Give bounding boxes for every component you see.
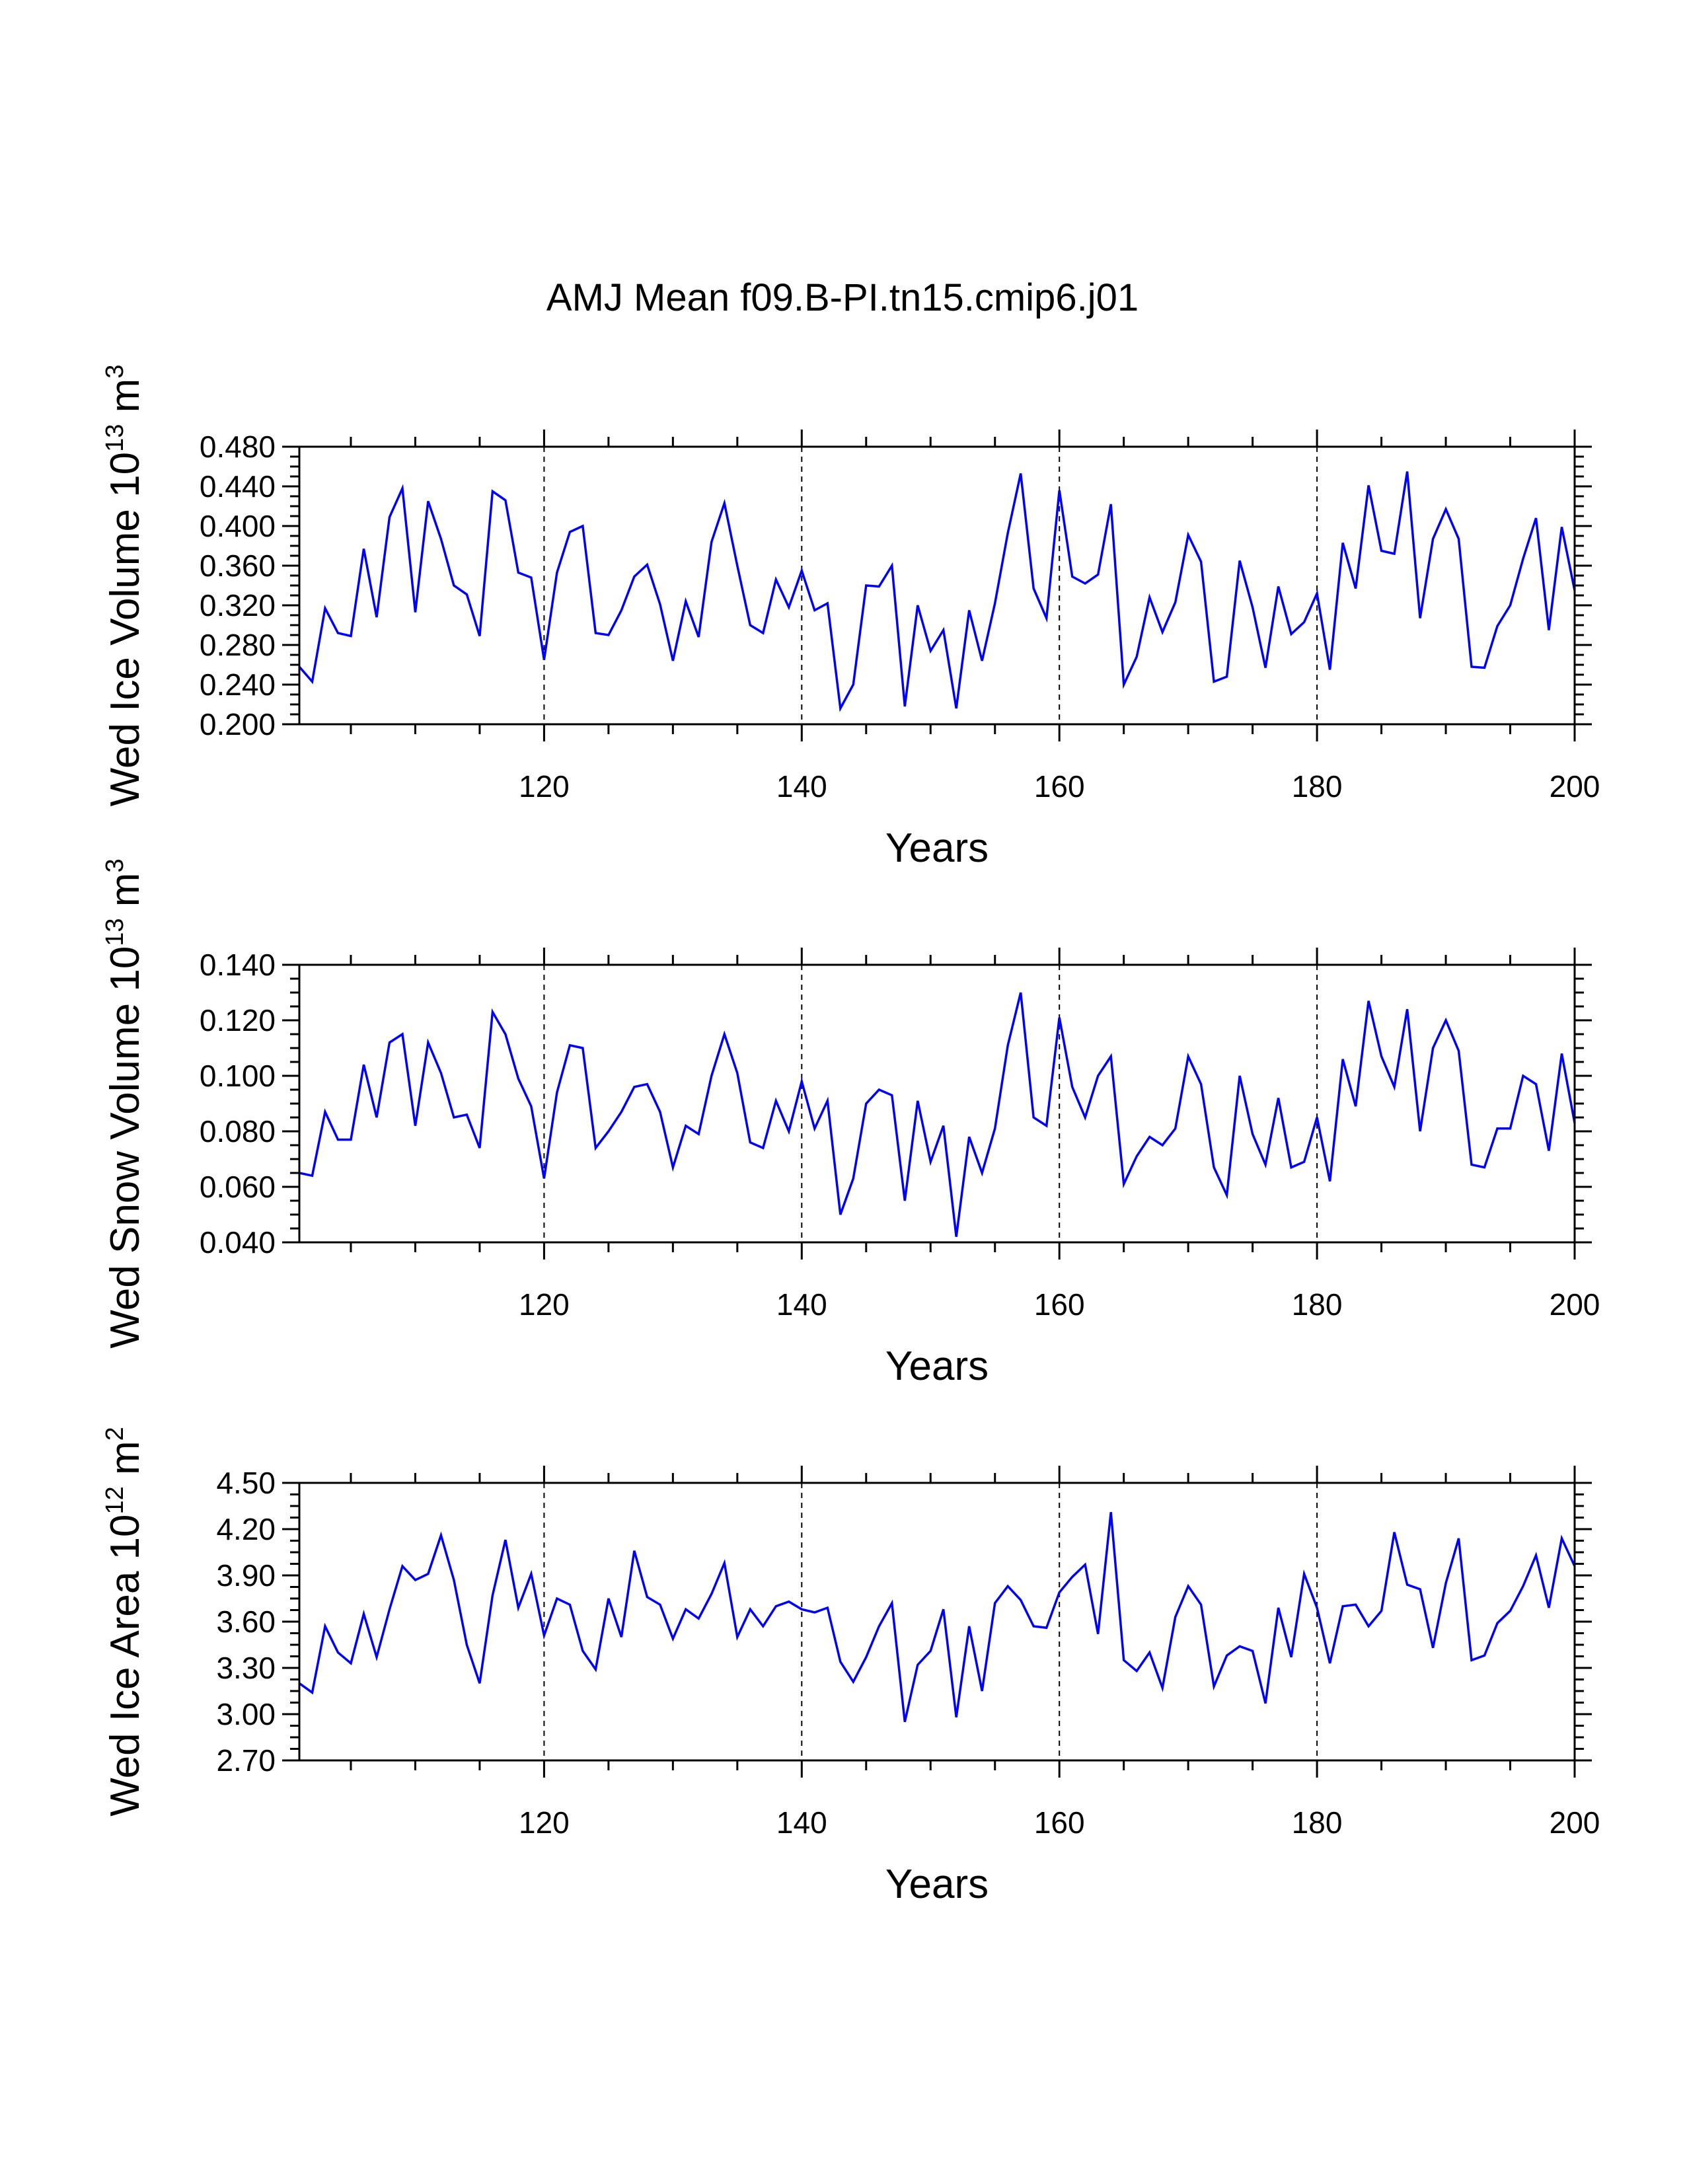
series-line-ice-area [298, 1512, 1576, 1723]
y-tick-label: 0.440 [200, 469, 276, 504]
x-tick-label: 140 [776, 769, 827, 804]
panel-ice-volume: 0.200 0.240 0.280 0.320 0.360 0.400 0.440 0.480… [101, 365, 1600, 871]
x-axis-label: Years [885, 825, 989, 871]
x-tick-label: 160 [1034, 1805, 1085, 1840]
figure-title: AMJ Mean f09.B-PI.tn15.cmip6.j01 [546, 276, 1139, 319]
x-tick-label: 180 [1292, 1287, 1343, 1322]
y-label-unit: m [102, 873, 148, 919]
y-axis-label: Wed Snow Volume 1013 m3 [101, 858, 148, 1348]
y-tick-label: 4.50 [216, 1466, 276, 1500]
x-tick-label: 140 [776, 1287, 827, 1322]
y-tick-label: 3.90 [216, 1558, 276, 1593]
x-tick-label: 160 [1034, 769, 1085, 804]
y-tick-label: 0.480 [200, 430, 276, 464]
y-tick-label: 2.70 [216, 1743, 276, 1778]
y-tick-label: 0.120 [200, 1003, 276, 1037]
y-axis-label: Wed Ice Area 1012 m2 [101, 1427, 148, 1817]
x-tick-label: 180 [1292, 1805, 1343, 1840]
y-label-unit-exponent: 2 [101, 1427, 129, 1441]
y-tick-label: 4.20 [216, 1512, 276, 1546]
panel-ice-area: 2.70 3.00 3.30 3.60 3.90 4.20 4.50 120 140 160 180… [101, 1427, 1600, 1907]
series-line-snow-volume [299, 992, 1576, 1237]
y-label-unit: m [102, 379, 148, 424]
y-label-main: Wed Ice Volume 10 [102, 452, 148, 807]
y-tick-label: 0.320 [200, 588, 276, 622]
series-line-ice-volume [298, 471, 1576, 712]
y-label-main: Wed Snow Volume 10 [102, 946, 148, 1349]
y-label-exponent: 12 [101, 1486, 129, 1514]
y-tick-label: 0.100 [200, 1059, 276, 1093]
x-axis-label: Years [885, 1862, 989, 1907]
y-label-unit-exponent: 3 [101, 858, 129, 872]
x-tick-label: 140 [776, 1805, 827, 1840]
y-tick-label: 3.60 [216, 1604, 276, 1639]
x-tick-label: 160 [1034, 1287, 1085, 1322]
y-tick-label: 0.040 [200, 1225, 276, 1260]
y-tick-label: 0.240 [200, 667, 276, 702]
y-tick-label: 0.080 [200, 1114, 276, 1148]
y-label-exponent: 13 [101, 918, 129, 946]
y-axis-label: Wed Ice Volume 1013 m3 [101, 365, 148, 807]
y-tick-label: 0.060 [200, 1170, 276, 1204]
plot-frame [298, 445, 1576, 726]
x-tick-label: 120 [519, 1287, 570, 1322]
y-label-unit-exponent: 3 [101, 365, 129, 379]
panel-snow-volume: 0.040 0.060 0.080 0.100 0.120 0.140 120 140 160 1… [101, 858, 1600, 1389]
y-label-unit: m [102, 1441, 148, 1486]
plot-frame [298, 963, 1576, 1244]
x-axis-label: Years [885, 1343, 989, 1389]
y-tick-label: 0.360 [200, 548, 276, 583]
plot-frame [298, 1482, 1576, 1762]
y-label-main: Wed Ice Area 10 [102, 1515, 148, 1817]
y-tick-label: 0.140 [200, 948, 276, 982]
x-tick-label: 120 [519, 1805, 570, 1840]
x-tick-label: 200 [1550, 769, 1600, 804]
y-tick-label: 3.00 [216, 1697, 276, 1731]
y-tick-label: 0.400 [200, 509, 276, 543]
x-tick-label: 120 [519, 769, 570, 804]
y-tick-label: 0.280 [200, 628, 276, 662]
x-tick-label: 200 [1550, 1805, 1600, 1840]
y-tick-label: 0.200 [200, 707, 276, 741]
y-tick-label: 3.30 [216, 1651, 276, 1685]
x-tick-label: 180 [1292, 769, 1343, 804]
x-tick-label: 200 [1550, 1287, 1600, 1322]
y-label-exponent: 13 [101, 424, 129, 452]
